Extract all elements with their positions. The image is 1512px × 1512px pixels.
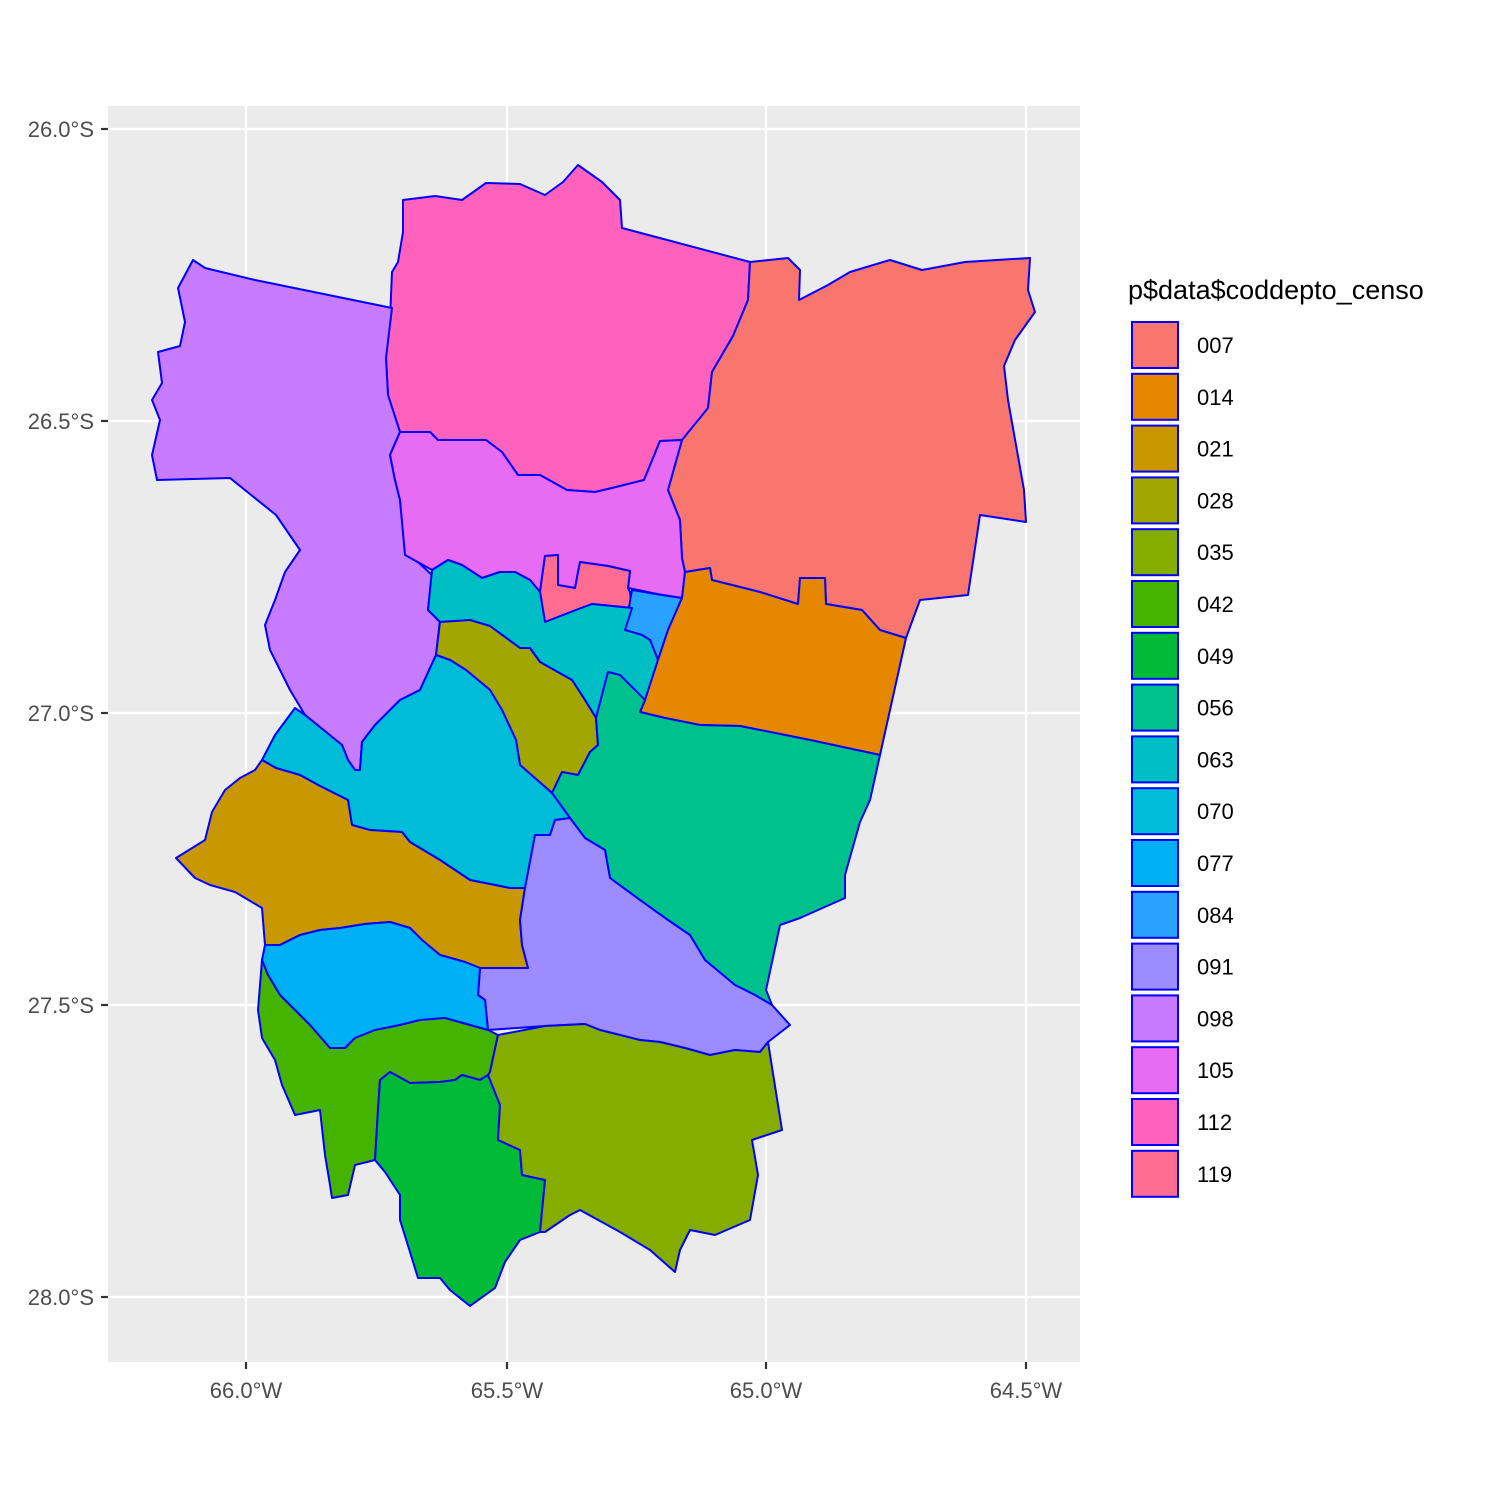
- legend-key-swatch: [1131, 631, 1179, 680]
- legend-key-label: 119: [1197, 1162, 1232, 1187]
- legend-key-swatch: [1131, 787, 1179, 836]
- legend-key-swatch: [1131, 839, 1179, 887]
- legend-key-swatch: [1131, 1149, 1179, 1198]
- axis-ticks: [101, 127, 1028, 1369]
- legend-key-label: 042: [1197, 592, 1234, 617]
- legend-key-label: 105: [1197, 1058, 1234, 1083]
- y-tick-label: 28.0°S: [28, 1285, 94, 1310]
- region-035: [487, 1023, 783, 1273]
- regions: [151, 164, 1036, 1307]
- legend: p$data$coddepto_censo 007 014 021 028 035 042…: [1128, 275, 1424, 1198]
- legend-key-swatch: [1131, 1098, 1179, 1146]
- y-axis-labels: 26.0°S 26.5°S 27.0°S 27.5°S 28.0°S: [28, 117, 94, 1310]
- legend-key-swatch: [1131, 1046, 1179, 1095]
- x-tick-label: 66.0°W: [210, 1378, 283, 1403]
- legend-key-label: 007: [1197, 333, 1234, 358]
- legend-key-label: 084: [1197, 903, 1234, 928]
- x-axis-labels: 66.0°W 65.5°W 65.0°W 64.5°W: [210, 1378, 1063, 1403]
- legend-key-label: 056: [1197, 696, 1234, 721]
- region-049: [374, 1071, 546, 1307]
- legend-key-label: 098: [1197, 1006, 1234, 1031]
- legend-key-swatch: [1131, 580, 1179, 628]
- x-tick-label: 65.5°W: [471, 1378, 544, 1403]
- x-tick-label: 65.0°W: [730, 1378, 803, 1403]
- legend-key-label: 014: [1197, 385, 1234, 410]
- y-tick-label: 26.0°S: [28, 117, 94, 142]
- y-tick-label: 26.5°S: [28, 409, 94, 434]
- legend-title: p$data$coddepto_censo: [1128, 275, 1424, 305]
- legend-key-swatch: [1131, 528, 1179, 577]
- legend-key-label: 091: [1197, 955, 1234, 980]
- legend-key-swatch: [1131, 683, 1179, 732]
- y-tick-label: 27.0°S: [28, 701, 94, 726]
- legend-key-swatch: [1131, 476, 1179, 525]
- legend-key-swatch: [1131, 890, 1179, 939]
- legend-items: 007 014 021 028 035 042 049 056 063 070 077 084 091 0…: [1131, 321, 1234, 1198]
- legend-key-swatch: [1131, 424, 1179, 473]
- legend-key-label: 063: [1197, 747, 1234, 772]
- legend-key-label: 077: [1197, 851, 1234, 876]
- legend-key-label: 070: [1197, 799, 1234, 824]
- legend-key-swatch: [1131, 372, 1179, 421]
- legend-key-swatch: [1131, 735, 1179, 784]
- legend-key-swatch: [1131, 321, 1179, 369]
- legend-key-label: 035: [1197, 540, 1234, 565]
- legend-key-swatch: [1131, 994, 1179, 1043]
- region-014: [639, 567, 907, 756]
- x-tick-label: 64.5°W: [990, 1378, 1063, 1403]
- legend-key-label: 112: [1197, 1110, 1232, 1135]
- legend-key-label: 049: [1197, 644, 1234, 669]
- legend-key-swatch: [1131, 942, 1179, 991]
- y-tick-label: 27.5°S: [28, 993, 94, 1018]
- legend-key-label: 021: [1197, 437, 1234, 462]
- legend-key-label: 028: [1197, 488, 1234, 513]
